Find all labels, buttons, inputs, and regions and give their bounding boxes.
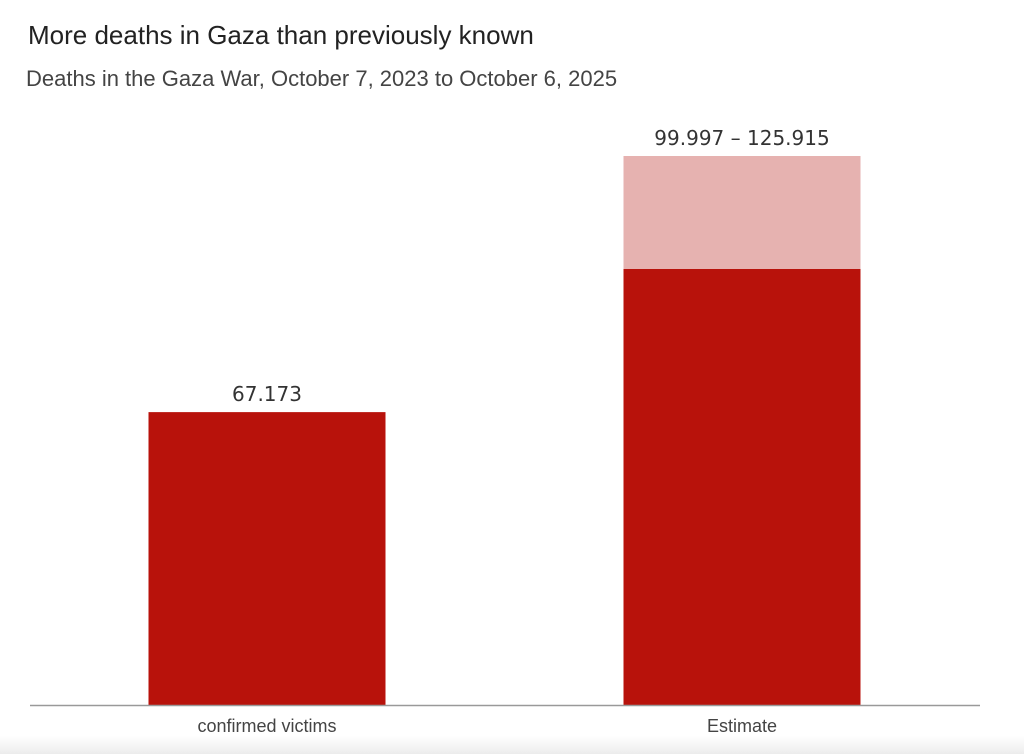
category-label: confirmed victims: [197, 716, 336, 736]
data-label: 99.997 – 125.915: [654, 126, 829, 150]
chart-subtitle: Deaths in the Gaza War, October 7, 2023 …: [26, 66, 618, 91]
chart-title: More deaths in Gaza than previously know…: [28, 20, 534, 50]
data-label: 67.173: [232, 382, 302, 406]
category-label: Estimate: [707, 716, 777, 736]
bar-estimate-low: [623, 269, 861, 705]
bar-estimate-range: [623, 156, 861, 270]
bar-confirmed-victims: [148, 412, 386, 705]
